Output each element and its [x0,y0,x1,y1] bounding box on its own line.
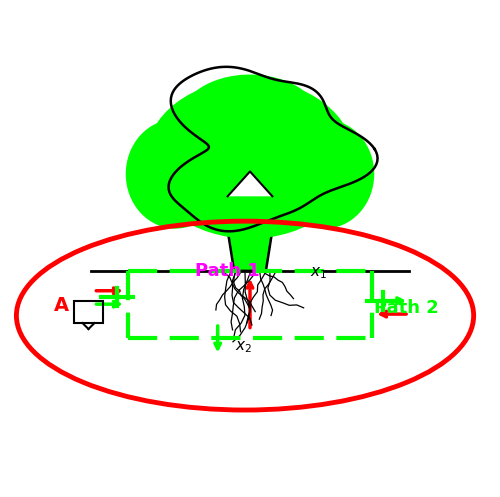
Ellipse shape [146,80,354,239]
Text: $x_2$: $x_2$ [235,339,252,355]
Text: Path 2: Path 2 [374,299,439,317]
Text: A: A [54,296,69,315]
Polygon shape [228,171,272,196]
Polygon shape [222,199,278,271]
Ellipse shape [180,75,320,164]
Ellipse shape [275,119,374,229]
Text: $x_1$: $x_1$ [310,265,327,280]
Text: Path 1: Path 1 [196,262,260,280]
Ellipse shape [126,119,225,229]
